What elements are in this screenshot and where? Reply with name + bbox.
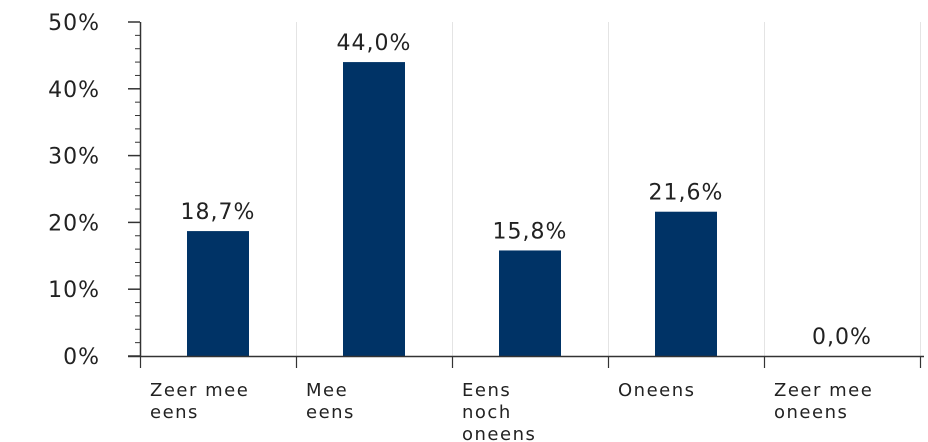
category-label-line: noch bbox=[462, 402, 512, 423]
category-label-line: Zeer mee bbox=[774, 380, 873, 401]
category-label: Mee eens bbox=[306, 380, 355, 423]
category-label: Oneens bbox=[618, 380, 696, 401]
category-label: Zeer mee oneens bbox=[774, 380, 873, 423]
category-label-line: Eens bbox=[462, 380, 511, 401]
bar bbox=[187, 231, 249, 356]
data-label: 44,0% bbox=[337, 31, 412, 56]
category-label: Eens noch oneens bbox=[462, 380, 536, 442]
bar bbox=[343, 62, 405, 357]
category-label-line: Mee bbox=[306, 380, 348, 401]
category-label: Zeer mee eens bbox=[150, 380, 249, 423]
data-label: 0,0% bbox=[812, 325, 872, 350]
y-tick-label: 20% bbox=[48, 211, 100, 236]
data-label: 21,6% bbox=[649, 181, 724, 206]
axes bbox=[128, 21, 924, 368]
category-label-line: Oneens bbox=[618, 380, 696, 401]
y-tick-labels: 0% 10% 20% 30% 40% 50% bbox=[48, 11, 100, 370]
y-tick-label: 30% bbox=[48, 145, 100, 170]
data-label: 18,7% bbox=[181, 200, 256, 225]
y-tick-label: 10% bbox=[48, 278, 100, 303]
grid-lines bbox=[296, 22, 921, 356]
bar bbox=[655, 211, 717, 356]
bar bbox=[499, 250, 561, 356]
data-labels: 18,7% 44,0% 15,8% 21,6% 0,0% bbox=[181, 31, 872, 350]
y-tick-label: 50% bbox=[48, 11, 100, 36]
category-label-line: eens bbox=[150, 402, 199, 423]
y-tick-label: 0% bbox=[63, 345, 100, 370]
category-label-line: oneens bbox=[462, 424, 536, 442]
category-label-line: Zeer mee bbox=[150, 380, 249, 401]
data-label: 15,8% bbox=[493, 219, 568, 244]
bars bbox=[187, 62, 717, 357]
y-tick-label: 40% bbox=[48, 78, 100, 103]
category-label-line: oneens bbox=[774, 402, 848, 423]
category-label-line: eens bbox=[306, 402, 355, 423]
